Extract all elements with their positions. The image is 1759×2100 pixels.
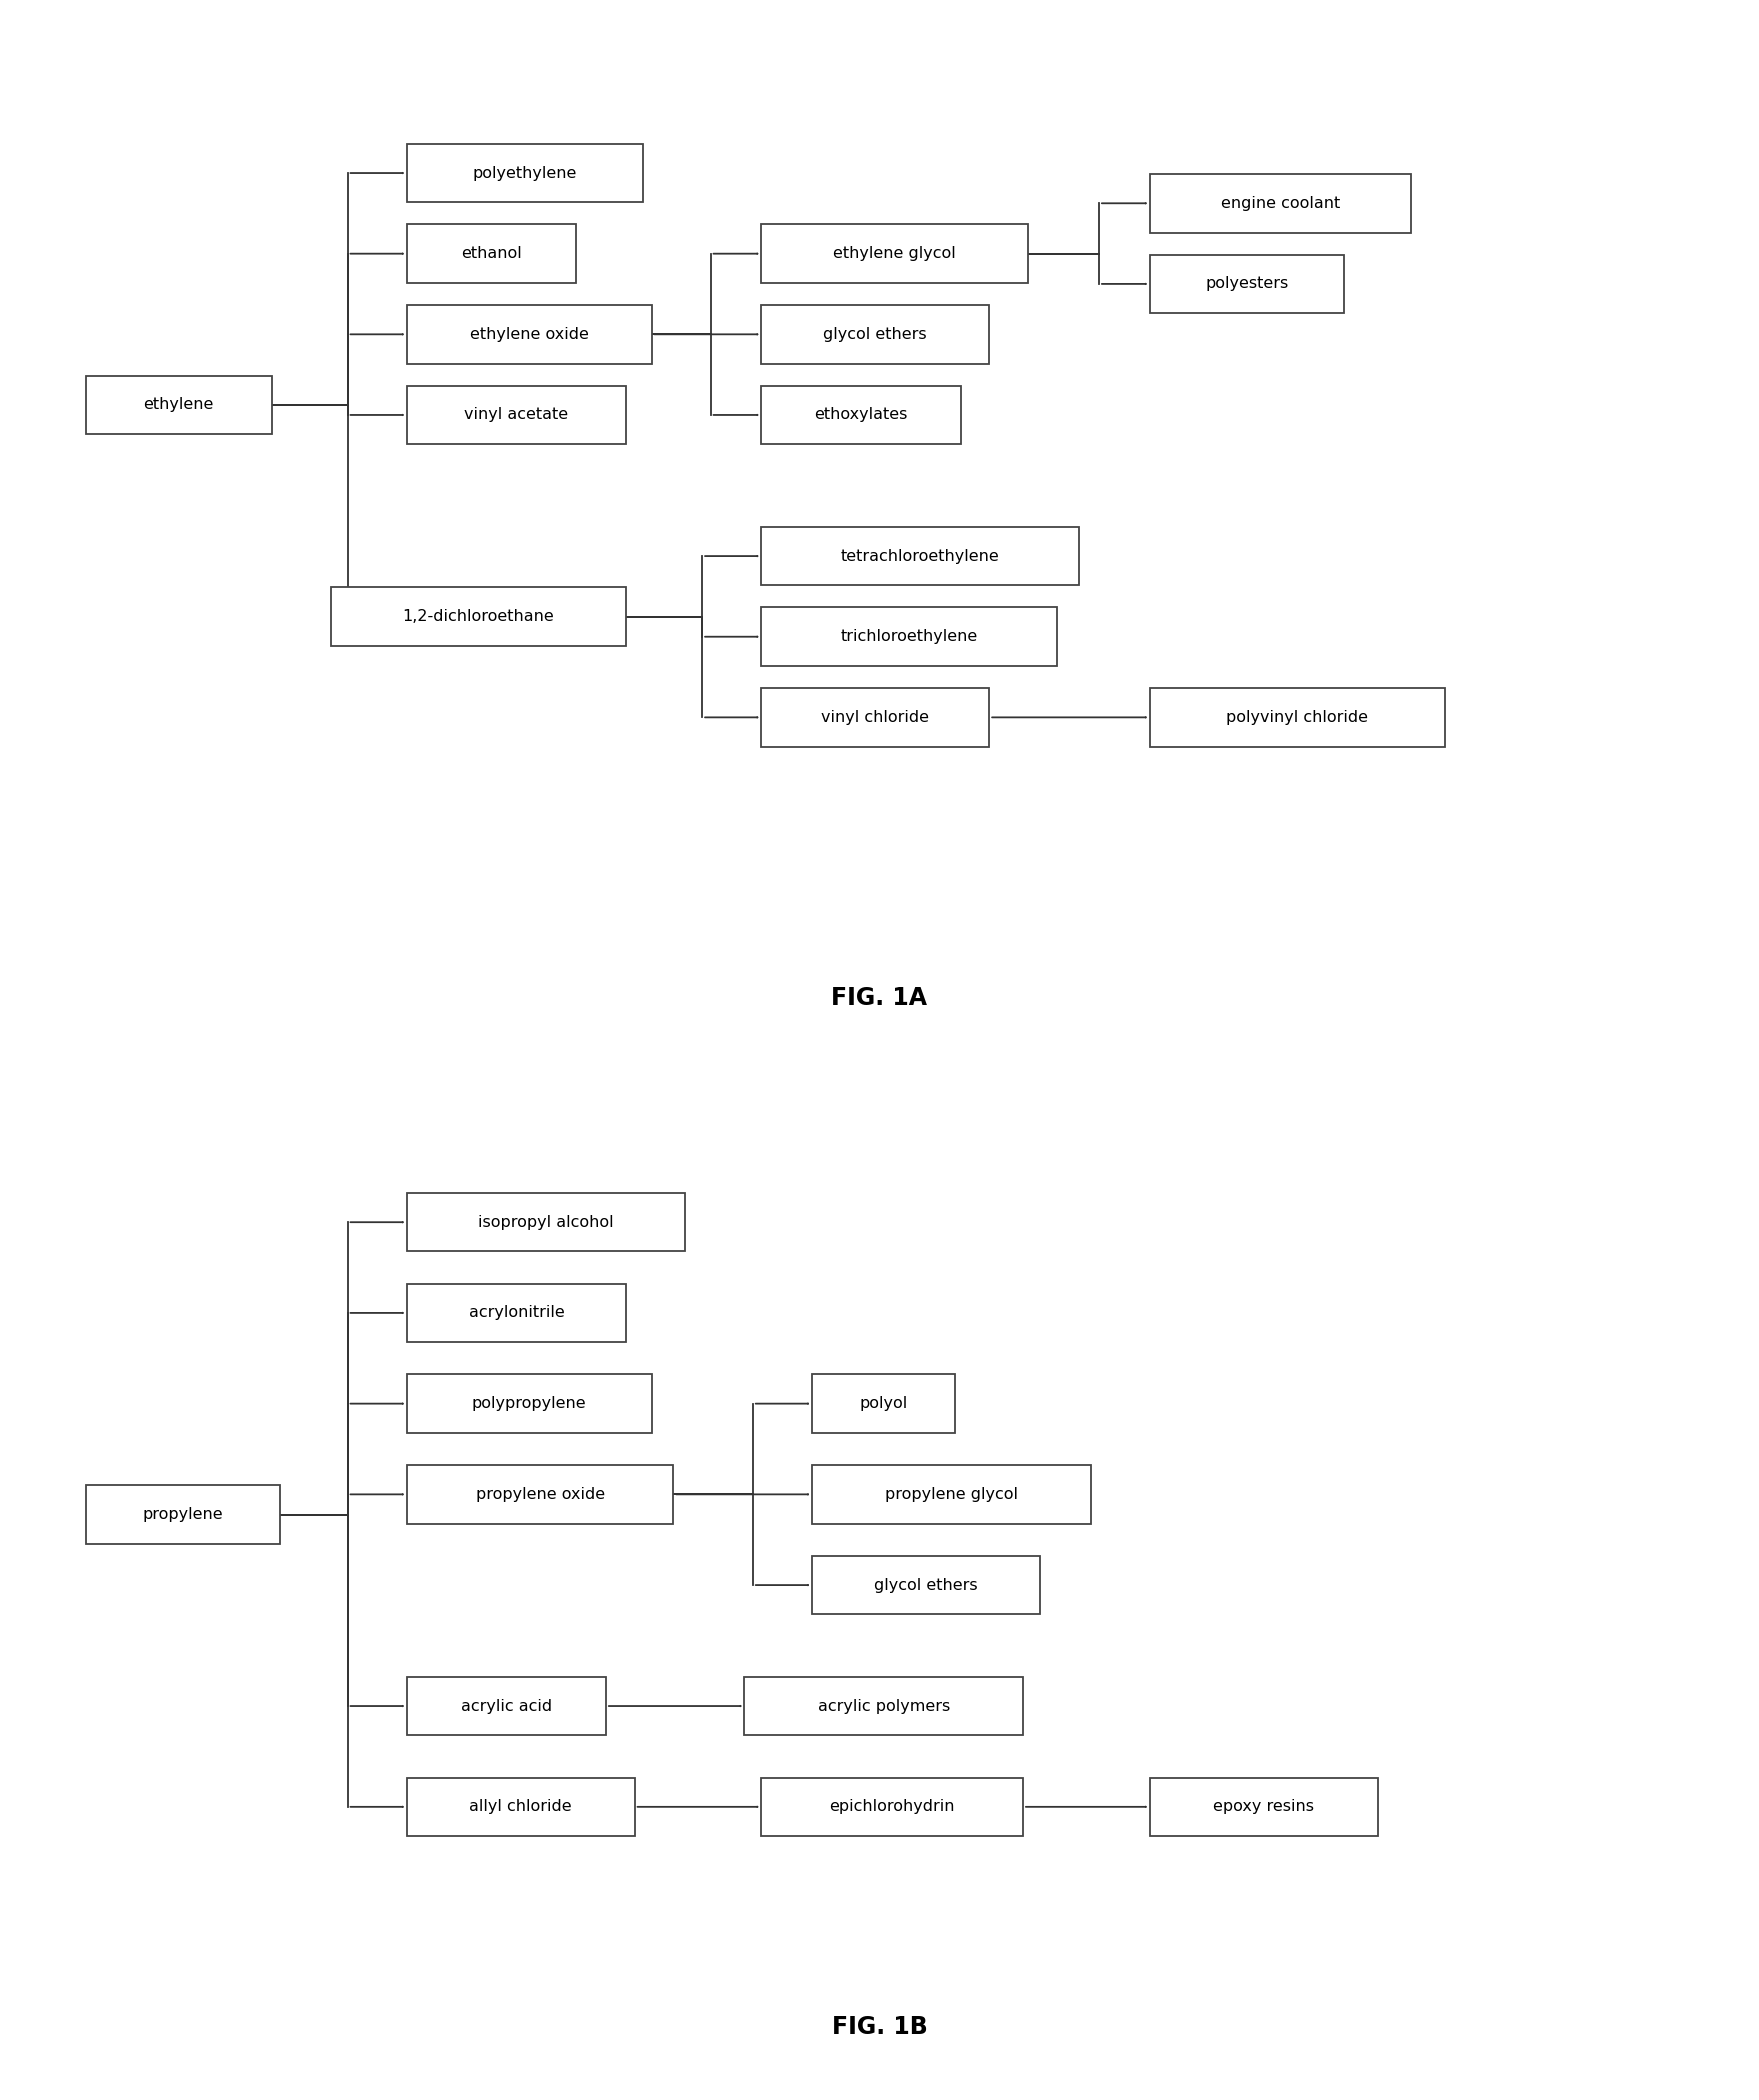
Text: isopropyl alcohol: isopropyl alcohol	[478, 1214, 614, 1231]
Bar	[86, 376, 271, 435]
Text: polyvinyl chloride: polyvinyl chloride	[1226, 710, 1369, 724]
Bar	[331, 588, 626, 647]
Text: ethoxylates: ethoxylates	[814, 407, 908, 422]
Bar	[406, 1193, 686, 1252]
Text: acrylonitrile: acrylonitrile	[468, 1306, 565, 1321]
Bar	[406, 143, 644, 202]
Text: ethanol: ethanol	[461, 246, 521, 260]
Text: polypropylene: polypropylene	[471, 1396, 586, 1411]
Text: epoxy resins: epoxy resins	[1214, 1800, 1314, 1814]
Bar	[762, 527, 1078, 586]
Text: acrylic polymers: acrylic polymers	[818, 1699, 950, 1714]
Text: FIG. 1B: FIG. 1B	[832, 2014, 927, 2039]
Bar	[1150, 689, 1446, 748]
Text: 1,2-dichloroethane: 1,2-dichloroethane	[403, 609, 554, 624]
Bar	[86, 1485, 280, 1543]
Text: polyethylene: polyethylene	[473, 166, 577, 181]
Bar	[762, 225, 1027, 284]
Text: ethylene glycol: ethylene glycol	[834, 246, 957, 260]
Text: glycol ethers: glycol ethers	[823, 328, 927, 342]
Bar	[406, 386, 626, 445]
Bar	[406, 1283, 626, 1342]
Text: propylene: propylene	[142, 1508, 223, 1522]
Text: engine coolant: engine coolant	[1221, 195, 1340, 210]
Bar	[813, 1466, 1091, 1525]
Text: allyl chloride: allyl chloride	[470, 1800, 572, 1814]
Bar	[762, 1777, 1024, 1835]
Bar	[762, 304, 989, 363]
Text: vinyl chloride: vinyl chloride	[821, 710, 929, 724]
Bar	[762, 607, 1057, 666]
Text: trichloroethylene: trichloroethylene	[841, 630, 978, 645]
Bar	[1150, 1777, 1377, 1835]
Text: glycol ethers: glycol ethers	[874, 1577, 978, 1592]
Bar	[762, 689, 989, 748]
Text: polyesters: polyesters	[1205, 277, 1288, 292]
Text: vinyl acetate: vinyl acetate	[464, 407, 568, 422]
Text: epichlorohydrin: epichlorohydrin	[830, 1800, 955, 1814]
Bar	[813, 1373, 955, 1432]
Bar	[813, 1556, 1040, 1615]
Bar	[1150, 174, 1411, 233]
Bar	[406, 1373, 651, 1432]
Bar	[406, 1777, 635, 1835]
Text: polyol: polyol	[860, 1396, 908, 1411]
Text: tetrachloroethylene: tetrachloroethylene	[841, 548, 999, 563]
Bar	[406, 1676, 605, 1735]
Text: propylene oxide: propylene oxide	[475, 1487, 605, 1502]
Bar	[406, 304, 651, 363]
Text: ethylene: ethylene	[144, 397, 215, 412]
Text: FIG. 1A: FIG. 1A	[832, 985, 927, 1010]
Bar	[762, 386, 960, 445]
Text: ethylene oxide: ethylene oxide	[470, 328, 589, 342]
Bar	[406, 1466, 674, 1525]
Bar	[1150, 254, 1344, 313]
Text: propylene glycol: propylene glycol	[885, 1487, 1018, 1502]
Bar	[744, 1676, 1024, 1735]
Bar	[406, 225, 575, 284]
Text: acrylic acid: acrylic acid	[461, 1699, 552, 1714]
